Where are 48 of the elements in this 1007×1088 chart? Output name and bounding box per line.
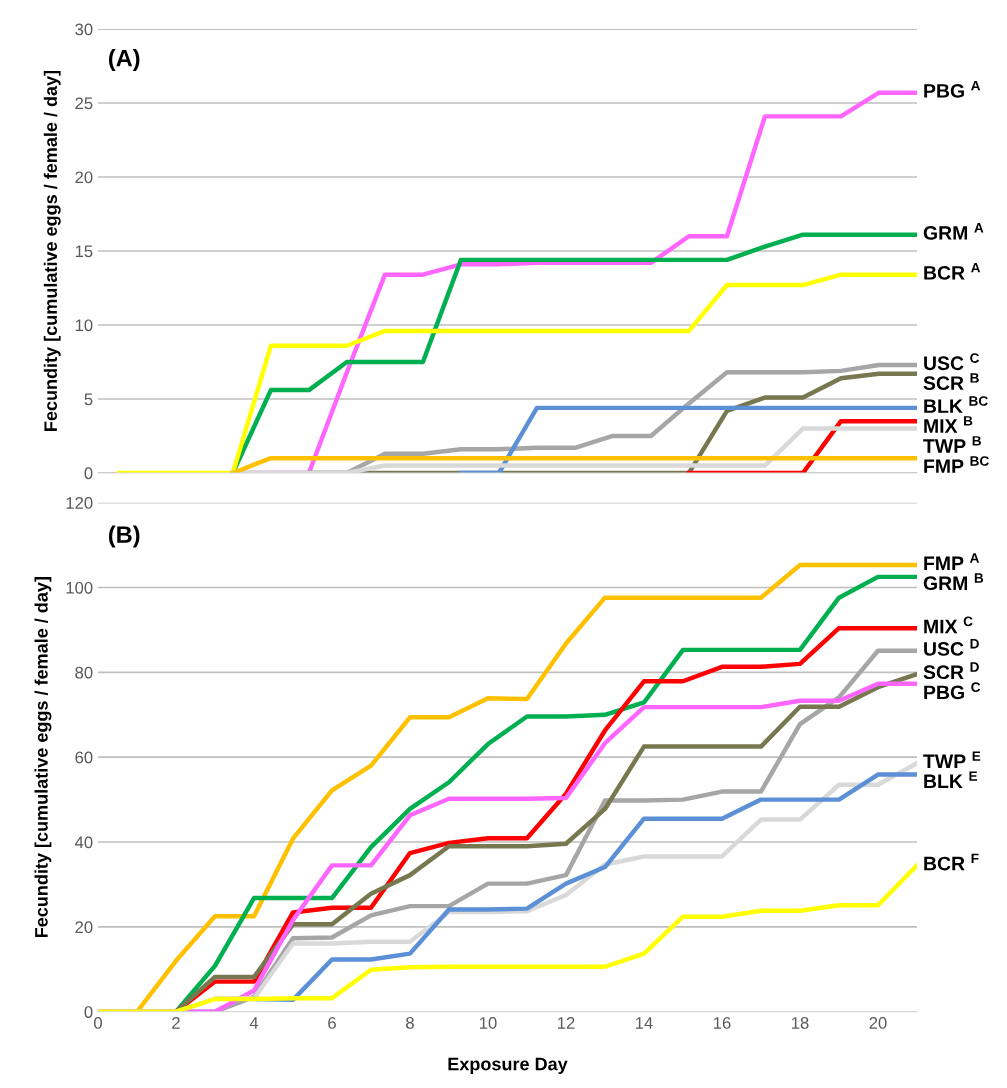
y-tick-label: 30 [75, 23, 93, 36]
y-tick-label: 100 [66, 581, 93, 594]
x-tick-label: 12 [557, 1017, 575, 1029]
y-axis-title: Fecundity [cumulative eggs / female / day] [34, 577, 52, 938]
series-label: SCR $^{B}$ [923, 373, 979, 390]
x-tick-label: 20 [869, 1017, 887, 1029]
annotation: (A) [108, 49, 140, 72]
annotation: (B) [108, 525, 140, 548]
x-tick-label: 14 [635, 1017, 653, 1029]
x-tick-label: 8 [406, 1017, 414, 1029]
y-tick-label: 0 [84, 1006, 93, 1018]
x-tick-label: 0 [94, 1017, 102, 1029]
series-label: GRM $^{A}$ [923, 223, 984, 240]
y-tick-label: 10 [75, 319, 93, 332]
series-label: SCR $^{D}$ [923, 662, 979, 680]
x-tick-label: 16 [713, 1017, 731, 1029]
series-label: GRM $^{B}$ [923, 573, 984, 591]
y-axis-title: Fecundity [cumulative eggs / female / day] [43, 70, 61, 431]
series-label: FMP $^{BC}$ [924, 456, 989, 473]
y-tick-label: 80 [75, 666, 93, 679]
x-tick-label: 10 [479, 1017, 497, 1029]
y-tick-label: 40 [74, 836, 93, 849]
series-label: TWP $^{B}$ [923, 436, 981, 453]
series-label: PBG $^{C}$ [924, 682, 981, 700]
y-tick-label: 20 [75, 171, 93, 184]
y-tick-label: 20 [75, 921, 93, 934]
series-label: MIX $^{B}$ [924, 416, 973, 433]
y-tick-label: 0 [84, 467, 93, 480]
y-tick-label: 15 [75, 245, 93, 258]
series-label: BCR $^{F}$ [924, 853, 979, 871]
series-label: MIX $^{C}$ [924, 616, 973, 634]
series-label: FMP $^{A}$ [924, 553, 980, 570]
x-tick-label: 18 [791, 1017, 809, 1029]
x-axis-title: Exposure Day [448, 1057, 568, 1074]
x-tick-label: 6 [328, 1017, 336, 1029]
series-label: TWP $^{E}$ [923, 751, 981, 768]
y-tick-label: 5 [84, 393, 93, 406]
series-label: PBG $^{A}$ [924, 80, 981, 98]
series-label: USC $^{D}$ [924, 639, 979, 656]
series-label: USC $^{C}$ [924, 353, 980, 371]
series-label: BLK $^{BC}$ [924, 396, 988, 413]
y-tick-label: 60 [75, 751, 93, 764]
x-tick-label: 2 [172, 1017, 180, 1029]
series-label: BCR $^{A}$ [924, 262, 981, 280]
series-label: BLK $^{E}$ [924, 771, 978, 788]
y-tick-label: 120 [66, 497, 93, 509]
y-tick-label: 25 [75, 97, 93, 110]
x-tick-label: 4 [249, 1017, 259, 1029]
